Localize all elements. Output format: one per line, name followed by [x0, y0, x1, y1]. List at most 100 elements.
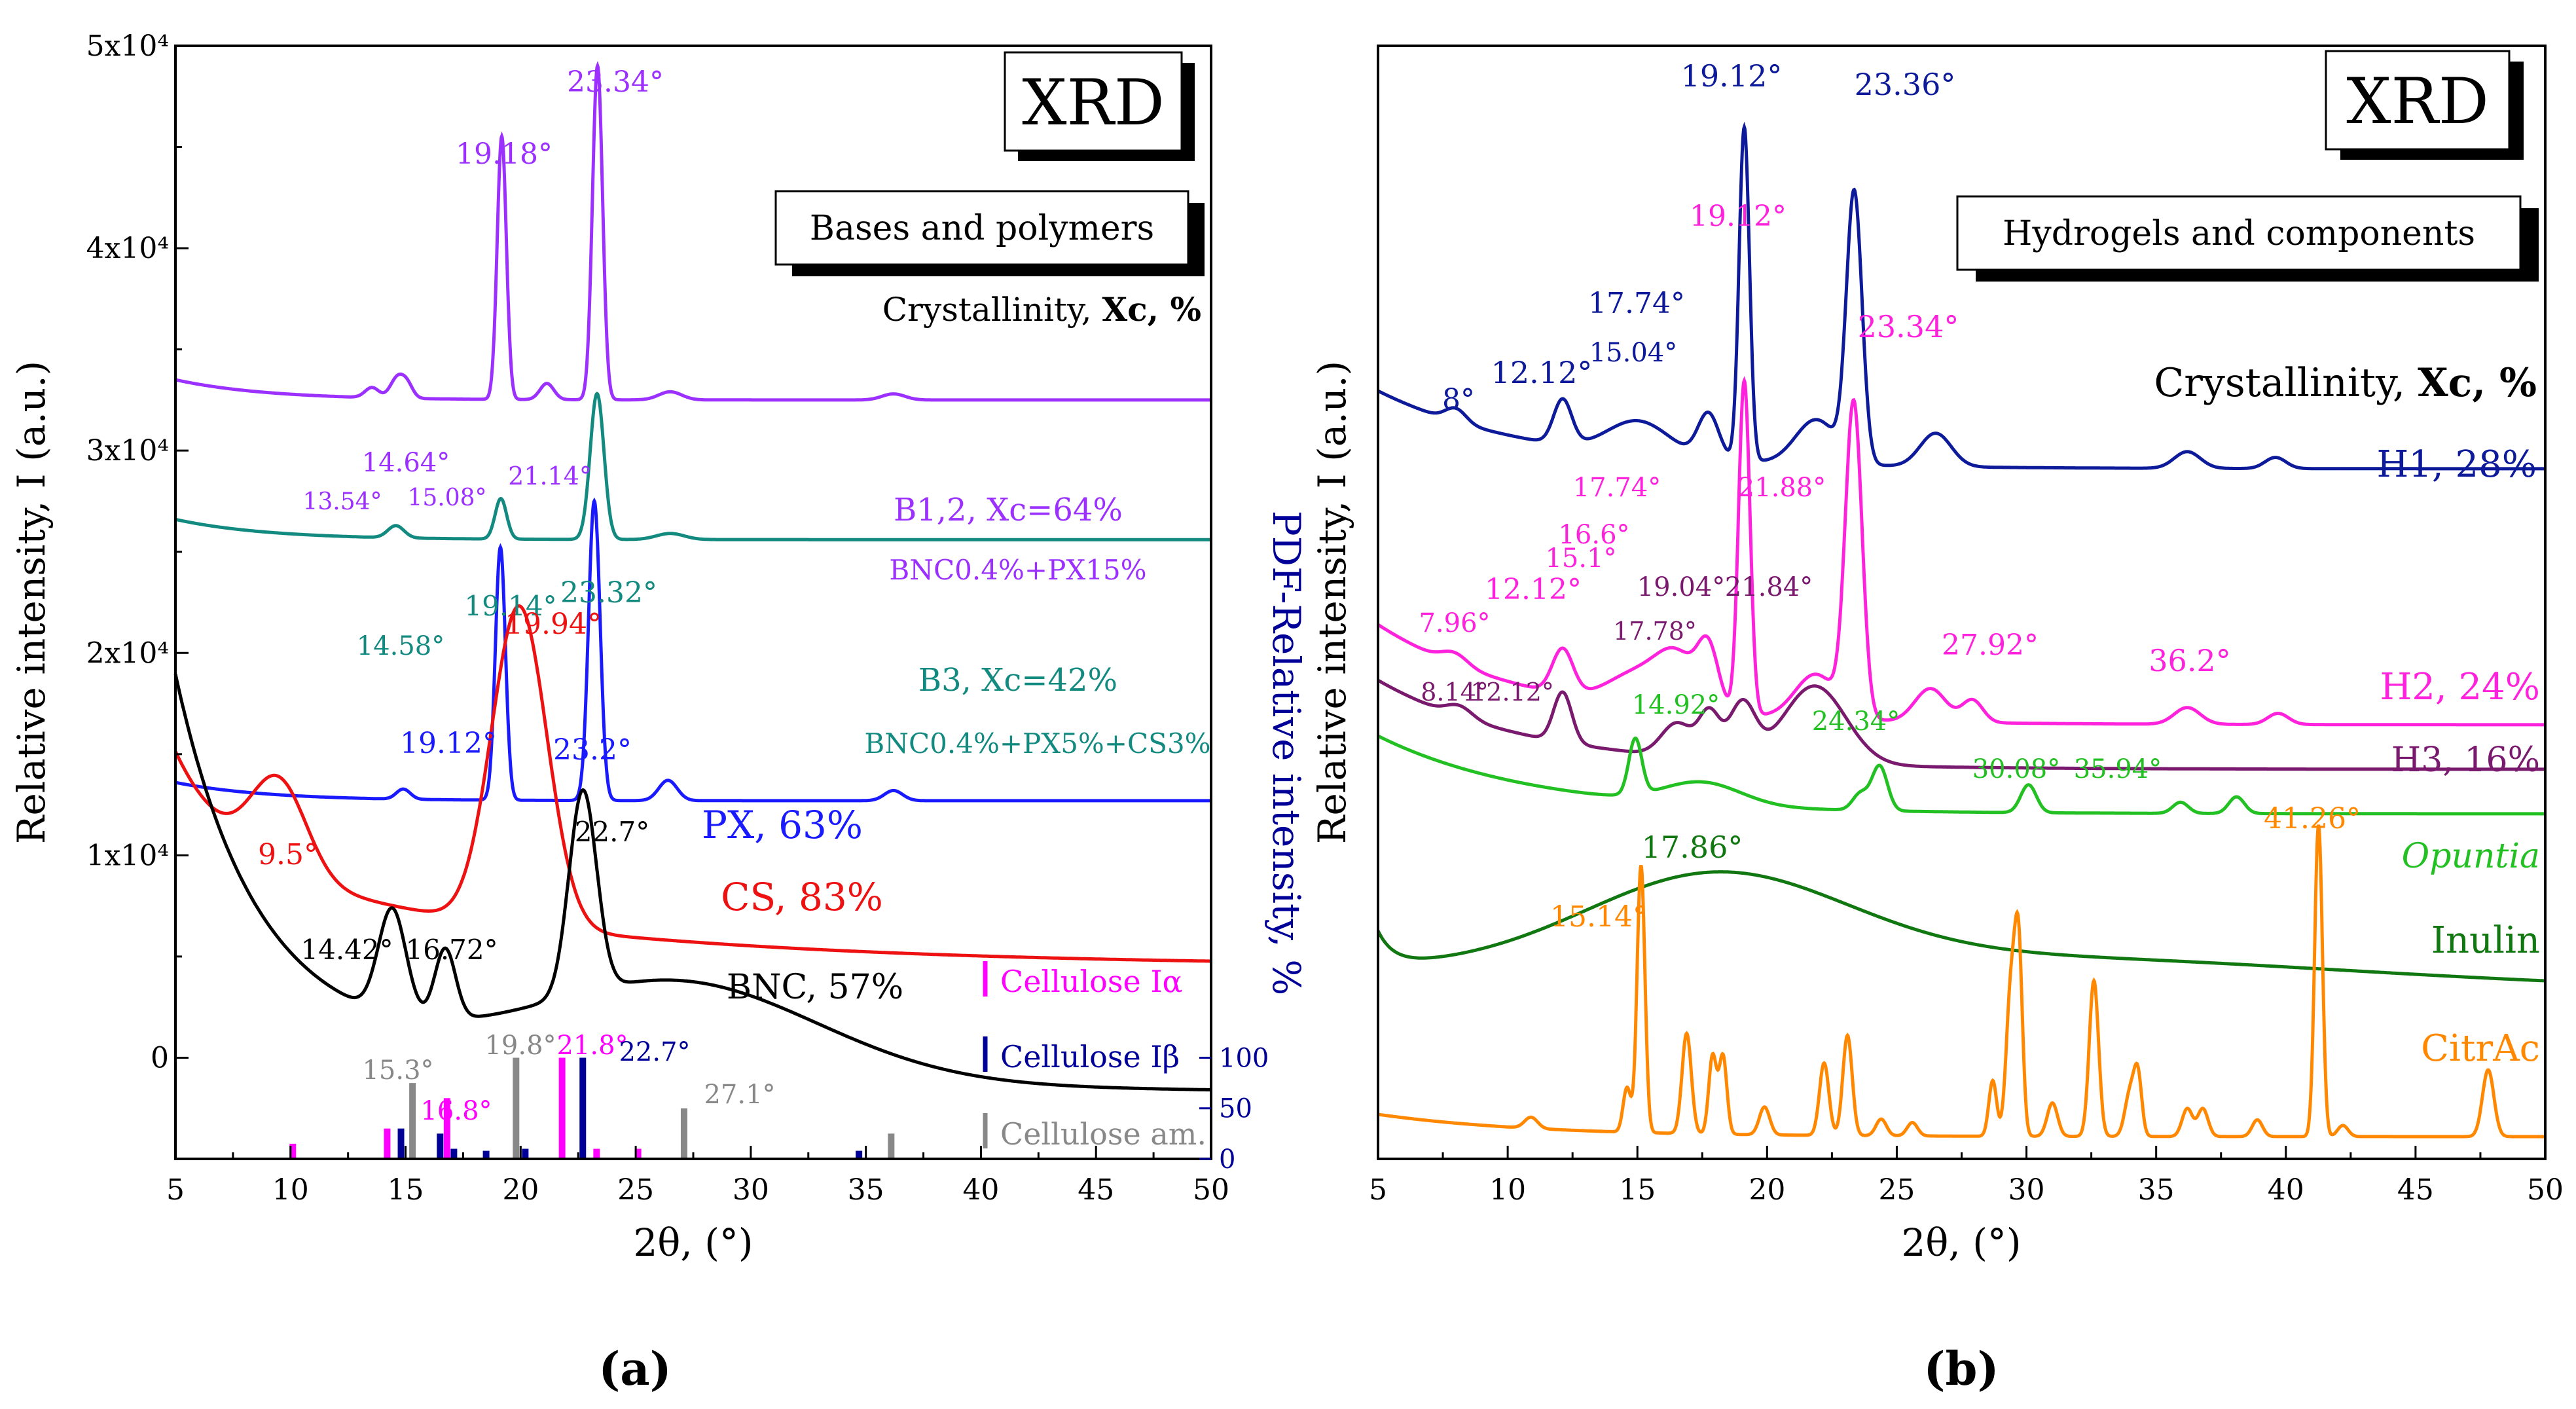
panel-a-x-tick-label: 40	[962, 1173, 999, 1207]
peak-label: 24.34°	[1812, 706, 1900, 737]
panel-b-y-axis-label: Relative intensity, I (a.u.)	[1310, 361, 1354, 844]
panel-a-x-tick-label: 30	[733, 1173, 769, 1207]
panel-a-xrd-title: XRD	[1022, 66, 1165, 139]
panel-b-x-tick-label: 35	[2138, 1173, 2175, 1207]
peak-label: 23.32°	[560, 576, 657, 610]
panel-b-x-ticks: 5 10 15 20 25 30 35 40 45 50	[1369, 1146, 2564, 1207]
peak-label: 22.7°	[575, 816, 650, 848]
peak-label: 21.88°	[1738, 473, 1826, 503]
peak-label: 14.42°	[300, 934, 393, 966]
series-label-h2: H2, 24%	[2380, 666, 2540, 708]
composition-label-b12: BNC0.4%+PX15%	[889, 554, 1146, 586]
series-label-bnc: BNC, 57%	[727, 968, 903, 1007]
panel-a-x-tick-label: 20	[502, 1173, 539, 1207]
panel-a-y-axis-label: Relative intensity, I (a.u.)	[9, 361, 54, 844]
peak-label: 7.96°	[1419, 608, 1490, 638]
peak-label: 14.64°	[362, 448, 450, 478]
panel-b-peak-labels: 19.12° 23.36°17.74°12.12°15.04°8°H1, 28%1…	[1419, 58, 2540, 1070]
legend-ialpha-label: Cellulose Iα	[1000, 964, 1183, 999]
panel-a-subtitle-box	[774, 190, 1189, 266]
panel-b-series-line-1	[1377, 376, 2545, 727]
panel-a-x-tick-label: 45	[1078, 1173, 1114, 1207]
peak-label: 30.08°	[1972, 754, 2061, 784]
panel-b-x-tick-label: 40	[2268, 1173, 2304, 1207]
series-label-cs: CS, 83%	[721, 875, 883, 919]
panel-a-y2-tick-label: 100	[1219, 1043, 1269, 1073]
panel-b-x-tick-label: 45	[2397, 1173, 2434, 1207]
composition-label-b3: BNC0.4%+PX5%+CS3%	[864, 727, 1210, 759]
panel-a-y2-axis-label: PDF-Relative intensity, %	[1264, 511, 1309, 996]
series-label-b3: B3, Xc=42%	[918, 662, 1117, 699]
panel-a-x-tick-label: 35	[848, 1173, 884, 1207]
peak-label: 19.12°	[1681, 58, 1783, 94]
peak-label: 17.86°	[1642, 830, 1743, 865]
panel-a: 19.18° 23.34° 14.64° 13.54° 15.08° 21.14° B1,2…	[9, 29, 1309, 1396]
panel-a-series-line-1	[175, 392, 1211, 541]
panel-a-series-line-4	[173, 673, 1211, 1091]
panel-a-y2-ticks: 0 50 100	[1199, 1043, 1269, 1175]
panel-b-x-tick-label: 25	[1878, 1173, 1915, 1207]
peak-label: 17.78°	[1613, 617, 1697, 646]
peak-label: 16.6°	[1558, 520, 1629, 550]
panel-b-series-line-2	[1377, 678, 2545, 771]
panel-a-x-tick-label: 15	[388, 1173, 424, 1207]
panel-a-series-layer	[173, 61, 1211, 1091]
panel-b-x-tick-label: 10	[1489, 1173, 1526, 1207]
panel-a-y2-tick-label: 0	[1219, 1144, 1235, 1175]
ref-label: 16.8°	[420, 1096, 492, 1126]
panel-b-subtitle-box	[1956, 195, 2522, 271]
peak-label: 19.94°	[505, 608, 602, 641]
peak-label: 35.94°	[2074, 754, 2162, 784]
panel-b-x-tick-label: 30	[2008, 1173, 2045, 1207]
panel-b-x-tick-label: 15	[1619, 1173, 1656, 1207]
panel-a-y-tick-label: 2x10⁴	[86, 636, 169, 670]
peak-label: 8°	[1442, 383, 1475, 416]
panel-b-series-line-3	[1377, 734, 2545, 816]
ref-label: 19.8°	[484, 1031, 556, 1061]
peak-label: 15.08°	[407, 485, 486, 511]
peak-label: 21.14°	[508, 462, 592, 490]
peak-label: 15.04°	[1589, 338, 1678, 368]
panel-b-series-line-5	[1377, 824, 2545, 1139]
panel-a-series-line-2	[175, 497, 1211, 803]
panel-a-peak-labels: 19.18° 23.34° 14.64° 13.54° 15.08° 21.14° B1,2…	[258, 65, 1211, 1126]
panel-a-x-tick-label: 50	[1193, 1173, 1229, 1207]
peak-label: 19.04°	[1637, 572, 1726, 602]
peak-label: 8.14°	[1421, 678, 1489, 706]
legend-ibeta-label: Cellulose Iβ	[1000, 1039, 1180, 1074]
panel-a-x-axis-label: 2θ, (°)	[634, 1220, 753, 1265]
peak-label: 9.5°	[258, 838, 318, 871]
panel-a-y-tick-label: 5x10⁴	[86, 29, 169, 63]
panel-a-subtitle: Bases and polymers	[810, 209, 1154, 248]
panel-b-label: (b)	[1923, 1342, 1999, 1396]
series-label-b12: B1,2, Xc=64%	[894, 492, 1123, 528]
panel-a-y-tick-label: 1x10⁴	[86, 839, 169, 872]
panel-a-y2-tick-label: 50	[1219, 1094, 1252, 1124]
peak-label: 19.12°	[400, 727, 497, 760]
panel-b-crystallinity-heading: Crystallinity, Xc, %	[2154, 360, 2537, 406]
panel-a-y-tick-label: 4x10⁴	[86, 232, 169, 265]
panel-a-series-line-0	[175, 61, 1211, 402]
peak-label: 23.2°	[553, 733, 632, 767]
panel-b-x-tick-label: 50	[2527, 1173, 2564, 1207]
series-label-inulin: Inulin	[2431, 919, 2540, 962]
series-label-citrac: CitrAc	[2421, 1027, 2540, 1070]
peak-label: 12.12°	[1470, 678, 1554, 706]
panel-b-x-axis-label: 2θ, (°)	[1902, 1220, 2022, 1265]
panel-b-xrd-title: XRD	[2346, 65, 2489, 138]
panel-a-label: (a)	[598, 1342, 672, 1396]
panel-a-crystallinity-heading: Crystallinity, Xc, %	[882, 290, 1201, 329]
peak-label: 12.12°	[1485, 573, 1582, 606]
peak-label: 17.74°	[1588, 287, 1685, 320]
panel-b-xrd-box	[2325, 50, 2511, 151]
peak-label: 19.14°	[464, 590, 556, 622]
peak-label: 27.92°	[1942, 629, 2039, 662]
ref-label: 22.7°	[619, 1037, 690, 1067]
peak-label: 23.34°	[567, 65, 664, 99]
panel-a-y-tick-label: 3x10⁴	[86, 434, 169, 467]
ref-label: 21.8°	[556, 1031, 628, 1061]
series-label-h3: H3, 16%	[2391, 741, 2540, 780]
panel-b-x-tick-label: 5	[1369, 1173, 1387, 1207]
series-label-h1: H1, 28%	[2376, 443, 2537, 486]
